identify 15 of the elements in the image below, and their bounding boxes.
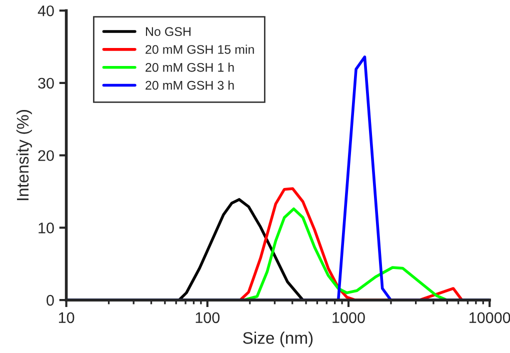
y-tick-label: 20 [38, 150, 54, 162]
x-axis-title: Size (nm) [243, 332, 313, 348]
y-tick-label: 0 [46, 294, 54, 306]
legend-label: 20 mM GSH 15 min [146, 44, 254, 54]
x-tick-label: 10 [58, 312, 74, 324]
x-tick-label: 100 [196, 312, 220, 324]
y-tick-label: 10 [38, 222, 54, 234]
y-tick-label: 40 [38, 5, 54, 16]
legend-label: 20 mM GSH 1 h [146, 62, 234, 72]
legend-label: 20 mM GSH 3 h [146, 80, 234, 90]
y-tick-label: 30 [38, 78, 54, 89]
legend-label: No GSH [146, 27, 190, 36]
x-tick-label: 1000 [332, 312, 365, 324]
y-axis-title: Intensity (%) [16, 110, 32, 200]
x-tick-label: 10000 [470, 312, 510, 324]
